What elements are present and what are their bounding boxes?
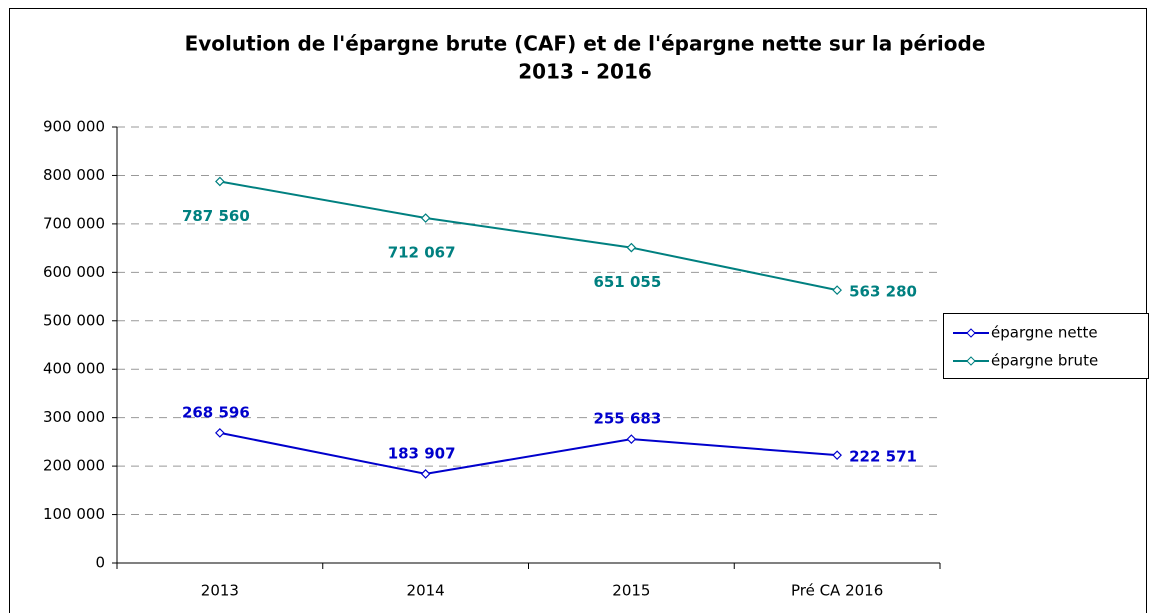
data-label: 563 280	[849, 283, 917, 301]
data-label: 787 560	[182, 207, 250, 225]
line	[219, 180, 838, 292]
x-tick-label: Pré CA 2016	[791, 582, 883, 600]
y-tick-label: 0	[95, 554, 105, 572]
marker	[626, 434, 637, 444]
data-label: 651 055	[593, 273, 661, 291]
data-label: 222 571	[849, 448, 917, 466]
marker	[420, 213, 431, 223]
x-tick-label: 2015	[612, 582, 650, 600]
y-tick-label: 500 000	[43, 311, 105, 329]
legend-marker	[966, 328, 976, 338]
legend-box	[943, 313, 1149, 379]
marker	[215, 428, 225, 438]
y-tick-label: 300 000	[43, 408, 105, 426]
legend-marker	[966, 356, 976, 366]
chart-title: 2013 - 2016	[518, 60, 652, 84]
y-tick-label: 800 000	[43, 166, 105, 184]
data-label: 712 067	[388, 244, 456, 262]
y-tick-label: 200 000	[43, 457, 105, 475]
marker	[215, 176, 225, 187]
y-tick-label: 400 000	[43, 360, 105, 378]
marker	[832, 285, 842, 295]
chart-frame	[9, 8, 1147, 613]
y-tick-label: 700 000	[43, 214, 105, 232]
data-label: 183 907	[388, 444, 456, 462]
data-label: 255 683	[593, 410, 661, 428]
marker	[626, 242, 637, 253]
marker	[420, 469, 431, 479]
x-tick-label: 2013	[201, 582, 239, 600]
y-tick-label: 900 000	[43, 118, 105, 136]
legend-label: épargne nette	[991, 324, 1098, 342]
legend-label: épargne brute	[991, 352, 1098, 370]
marker	[832, 450, 842, 461]
chart-title: Evolution de l'épargne brute (CAF) et de…	[185, 32, 986, 56]
data-label: 268 596	[182, 403, 250, 421]
x-tick-label: 2014	[407, 582, 445, 600]
y-tick-label: 100 000	[43, 505, 105, 523]
line	[219, 431, 838, 475]
y-tick-label: 600 000	[43, 263, 105, 281]
